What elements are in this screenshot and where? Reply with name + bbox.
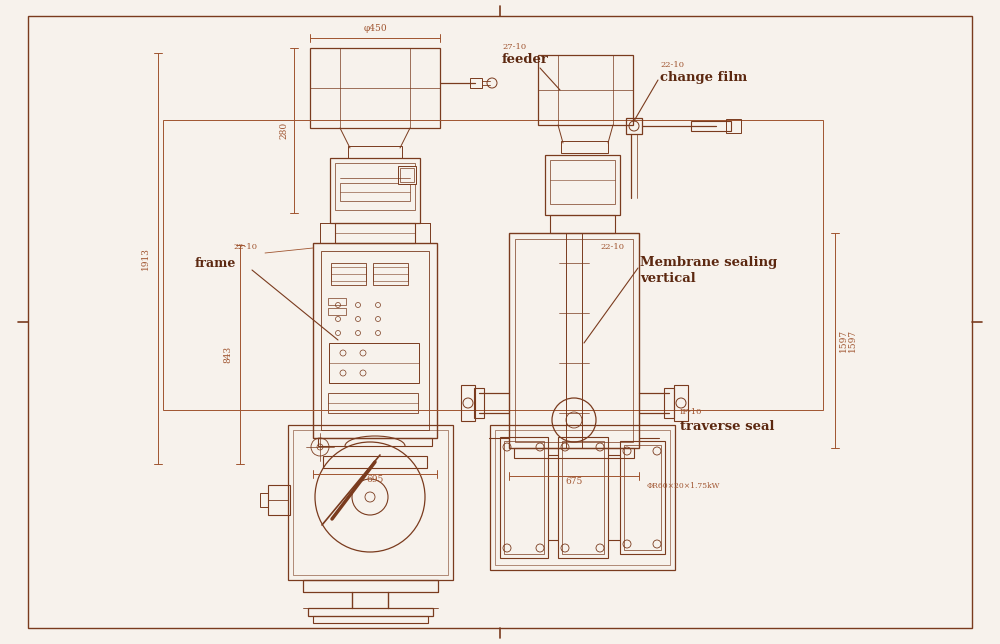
Bar — [509, 233, 639, 448]
Bar — [303, 580, 438, 592]
Bar — [562, 441, 604, 554]
Bar — [313, 243, 437, 438]
Text: 675: 675 — [565, 477, 583, 486]
Text: vertical: vertical — [640, 272, 696, 285]
Bar — [726, 119, 741, 133]
Bar — [331, 267, 366, 281]
Text: 27-10: 27-10 — [502, 43, 526, 51]
Text: traverse seal: traverse seal — [680, 419, 774, 433]
Bar — [331, 263, 366, 285]
Bar — [504, 441, 544, 554]
Text: 695: 695 — [366, 475, 384, 484]
Text: Membrane sealing: Membrane sealing — [640, 256, 777, 269]
Bar — [335, 223, 415, 243]
Bar — [624, 445, 661, 550]
Text: IF-10: IF-10 — [680, 408, 702, 416]
Bar — [323, 456, 427, 468]
Bar — [545, 155, 620, 215]
Bar — [490, 425, 675, 570]
Bar — [260, 493, 268, 507]
Bar — [163, 120, 823, 410]
Bar — [288, 425, 453, 580]
Text: 1597: 1597 — [848, 329, 857, 352]
Bar — [461, 385, 475, 421]
Bar — [348, 146, 402, 158]
Bar — [318, 438, 432, 446]
Bar — [400, 168, 414, 182]
Bar — [321, 251, 429, 430]
Bar — [373, 267, 408, 281]
Bar — [340, 183, 410, 201]
Text: 1913: 1913 — [141, 247, 150, 270]
Bar — [500, 437, 548, 558]
Text: 843: 843 — [223, 346, 232, 363]
Bar — [495, 430, 670, 565]
Text: 1597: 1597 — [839, 329, 848, 352]
Bar — [329, 343, 419, 383]
Bar — [626, 118, 642, 134]
Text: ΦR60×20×1.75kW: ΦR60×20×1.75kW — [647, 482, 720, 490]
Bar — [310, 48, 440, 128]
Bar — [470, 78, 482, 88]
Text: 22-10: 22-10 — [660, 61, 684, 69]
Bar — [398, 166, 416, 184]
Bar — [558, 437, 608, 558]
Bar — [328, 393, 418, 413]
Bar — [561, 141, 608, 153]
Bar — [691, 121, 731, 131]
Text: φ450: φ450 — [363, 24, 387, 33]
Bar — [373, 263, 408, 285]
Bar — [620, 441, 665, 554]
Text: feeder: feeder — [502, 53, 549, 66]
Bar — [550, 160, 615, 204]
Bar — [674, 385, 688, 421]
Text: 22-10: 22-10 — [233, 243, 257, 251]
Bar — [550, 215, 615, 233]
Bar — [335, 163, 415, 210]
Bar — [313, 616, 428, 623]
Bar — [474, 388, 484, 418]
Bar — [328, 308, 346, 315]
Text: 22-10: 22-10 — [600, 243, 624, 251]
Bar — [330, 158, 420, 223]
Bar — [514, 448, 634, 458]
Text: 280: 280 — [279, 122, 288, 139]
Bar — [664, 388, 674, 418]
Text: frame: frame — [195, 256, 236, 269]
Bar — [515, 239, 633, 442]
Bar — [328, 298, 346, 305]
Bar — [268, 485, 290, 515]
Bar — [538, 55, 633, 125]
Bar — [293, 430, 448, 575]
Text: change film: change film — [660, 70, 747, 84]
Bar — [308, 608, 433, 616]
